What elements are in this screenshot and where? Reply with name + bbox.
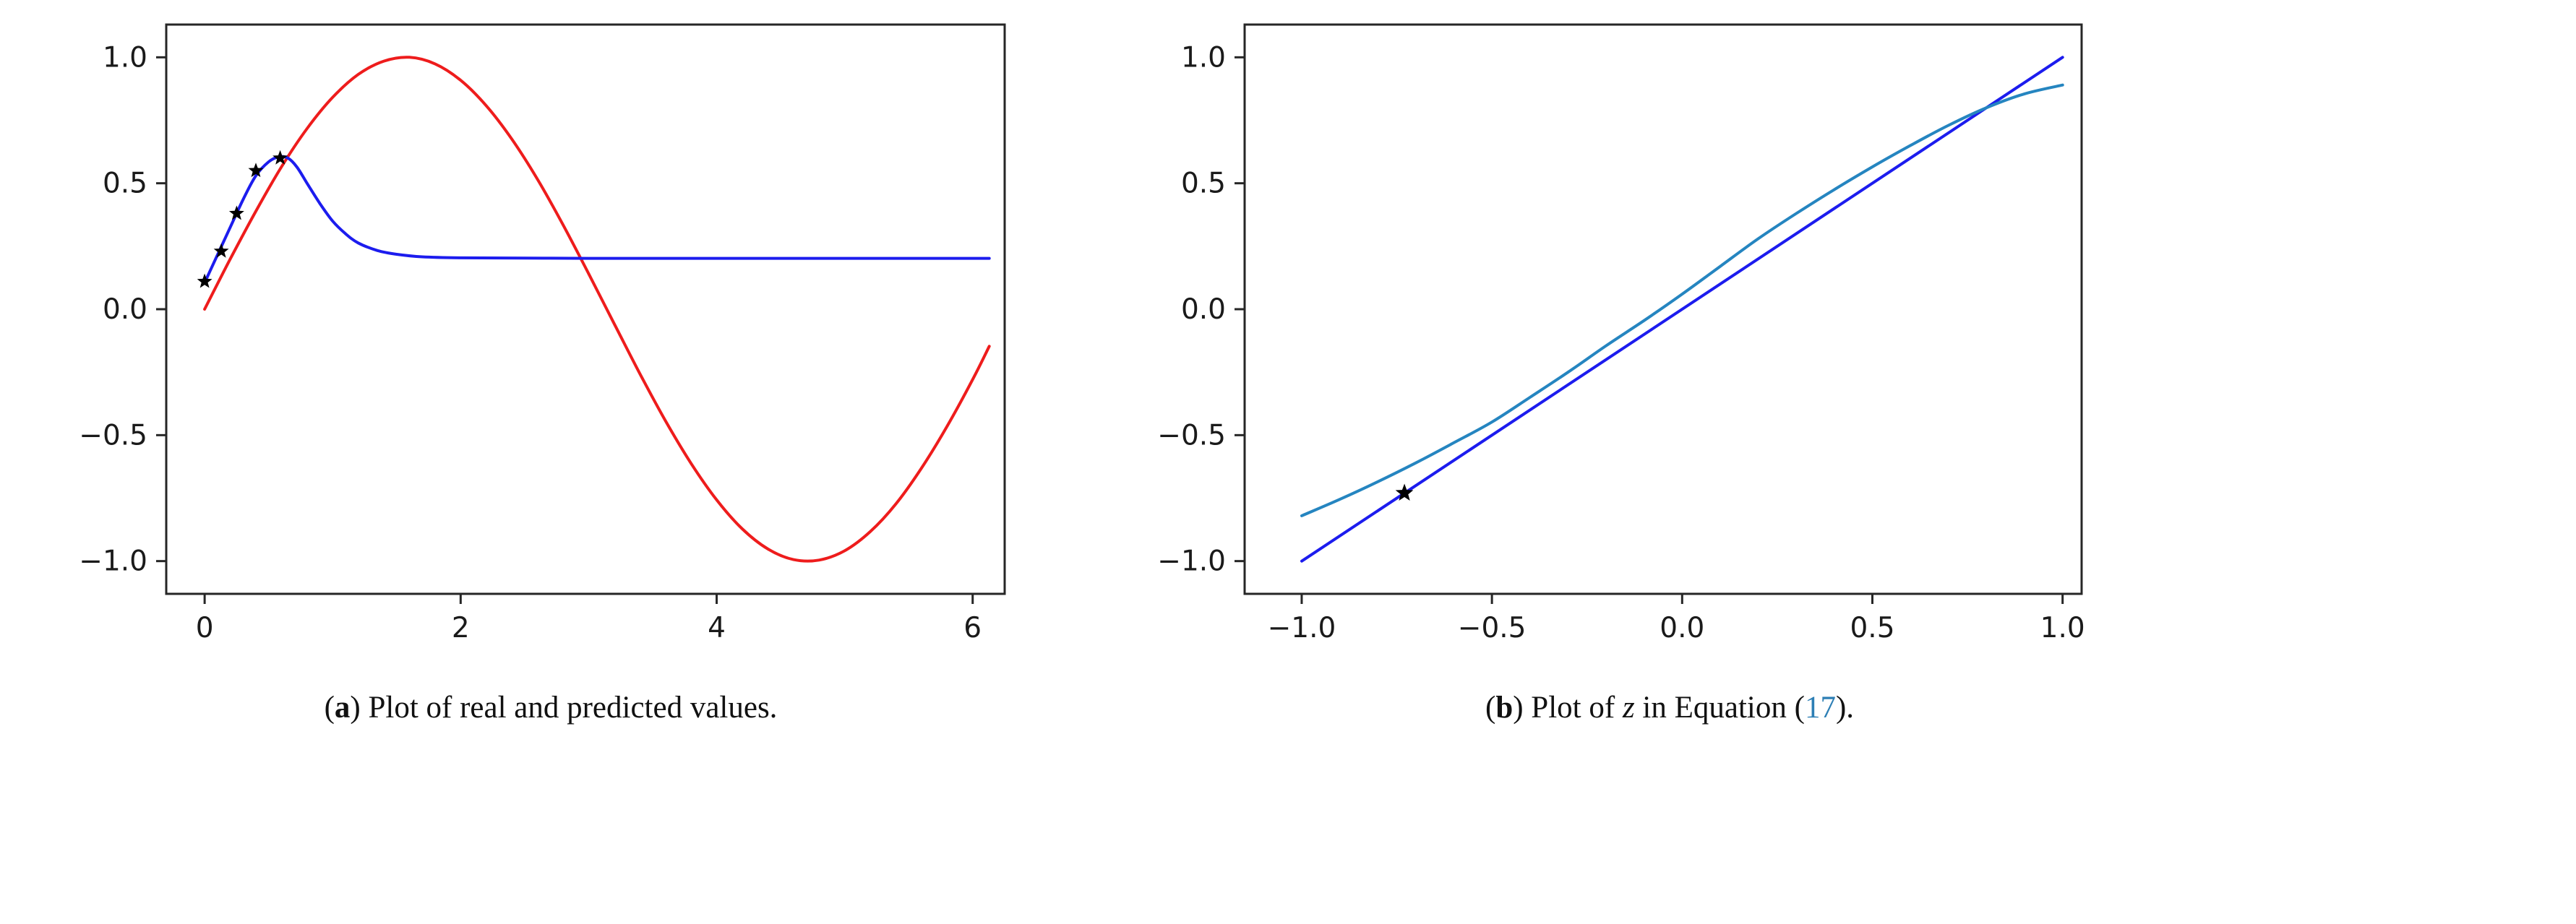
equation-ref-link[interactable]: 17 (1804, 691, 1836, 725)
caption-text: ( (324, 691, 335, 725)
y-tick-label: 0.5 (1181, 168, 1226, 200)
y-tick-label: 1.0 (103, 41, 147, 74)
caption-a: (a) Plot of real and predicted values. (52, 685, 1049, 731)
series-real-sine (203, 56, 991, 563)
caption-text: ) Plot of real and predicted values. (350, 691, 778, 725)
x-tick-label: 6 (963, 612, 982, 644)
caption-b: (b) Plot of z in Equation (17). (1171, 685, 2168, 731)
caption-text: z (1622, 691, 1635, 725)
chart-a: 0 2 4 6 −1.0 −0.5 0.0 0.5 1.0 (79, 23, 1006, 644)
chart-b: −1.0 −0.5 0.0 0.5 1.0 −1.0 −0.5 0.0 0.5 1.0 (1157, 23, 2085, 644)
series-identity-line (1300, 56, 2064, 563)
x-tick-label: 0.0 (1660, 612, 1704, 644)
sample-point-star-marker (228, 205, 244, 220)
sample-point-star-marker (248, 163, 264, 178)
caption-text: in Equation ( (1634, 691, 1805, 725)
y-tick-label: 0.0 (1181, 293, 1226, 326)
caption-text: a (334, 691, 351, 725)
x-tick-label: 4 (708, 612, 726, 644)
caption-text: ) Plot of (1513, 691, 1623, 725)
caption-text: ( (1485, 691, 1496, 725)
caption-text: ). (1835, 691, 1855, 725)
sample-point-star-marker (197, 273, 212, 288)
series-z-curve (1300, 83, 2064, 517)
x-tick-label: −1.0 (1268, 612, 1336, 644)
series-predicted (203, 155, 991, 285)
sample-point-star-marker (213, 243, 229, 258)
y-tick-label: 1.0 (1181, 41, 1226, 74)
y-tick-label: −1.0 (79, 545, 147, 578)
y-tick-label: −0.5 (1157, 419, 1226, 452)
sample-point-star-marker (272, 150, 288, 165)
x-tick-label: 0 (196, 612, 214, 644)
y-tick-label: −1.0 (1157, 545, 1226, 578)
x-tick-label: 0.5 (1850, 612, 1894, 644)
y-tick-label: 0.0 (103, 293, 147, 326)
caption-text: b (1495, 691, 1514, 725)
plot-spines (165, 23, 1006, 595)
y-tick-label: 0.5 (103, 168, 147, 200)
y-tick-label: −0.5 (79, 419, 147, 452)
x-tick-label: 2 (452, 612, 470, 644)
x-tick-label: −0.5 (1458, 612, 1527, 644)
x-tick-label: 1.0 (2040, 612, 2085, 644)
z-point-star-marker (1395, 483, 1414, 501)
